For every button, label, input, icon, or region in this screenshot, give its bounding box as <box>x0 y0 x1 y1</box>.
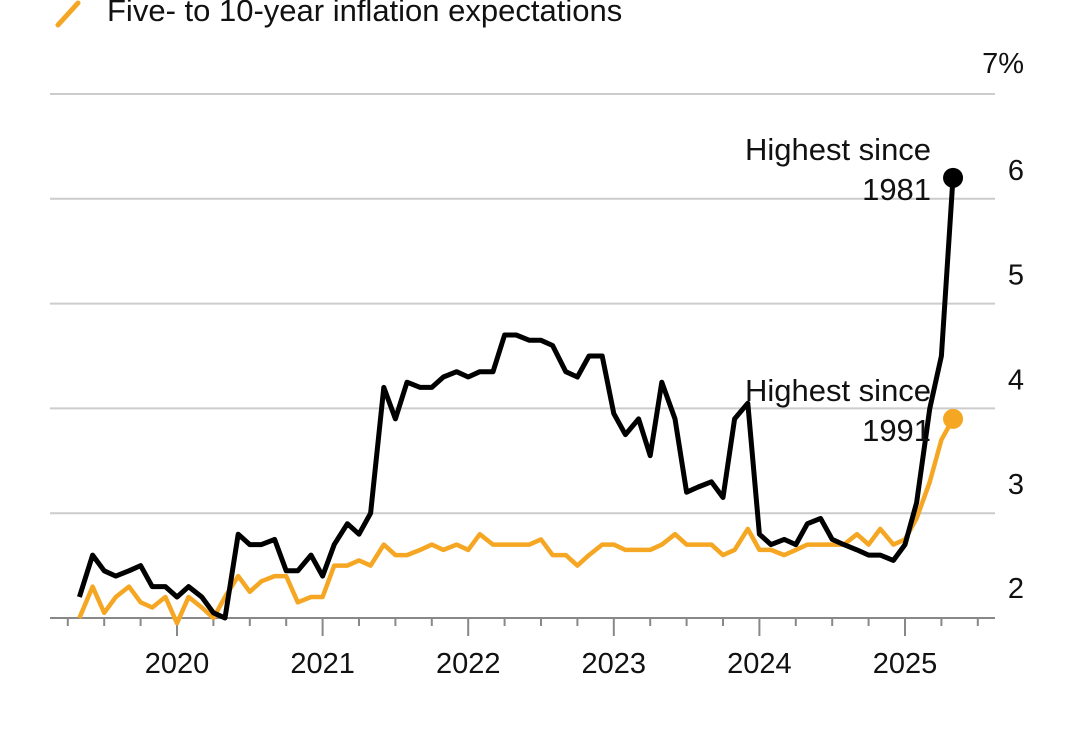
y-tick-label: 2 <box>1008 573 1024 605</box>
x-axis: 2020 2021 2022 2023 2024 2025 <box>50 617 995 680</box>
x-tick-label: 2021 <box>290 648 355 680</box>
y-tick-label: 4 <box>1008 364 1024 396</box>
annotation-line1: Highest since <box>745 132 931 167</box>
annotation-line2: 1981 <box>862 172 931 207</box>
legend-swatch-expectations <box>55 0 81 28</box>
legend: Five- to 10-year inflation expectations <box>55 0 622 28</box>
endpoint-dot <box>943 408 964 429</box>
series-line-black <box>77 177 956 621</box>
y-tick-label: 3 <box>1008 469 1024 501</box>
gridlines <box>50 93 995 515</box>
annotation-line2: 1991 <box>862 413 931 448</box>
series-lines <box>77 177 956 626</box>
series-line-orange <box>77 417 955 626</box>
y-tick-label: 5 <box>1008 260 1024 292</box>
x-tick-label: 2025 <box>873 648 938 680</box>
y-tick-label: 7% <box>982 48 1024 80</box>
x-tick-label: 2020 <box>145 648 210 680</box>
x-tick-label: 2024 <box>727 648 792 680</box>
legend-label-expectations: Five- to 10-year inflation expectations <box>107 0 622 28</box>
annotation-line1: Highest since <box>745 373 931 408</box>
annotations: Highest since 1981 Highest since 1991 <box>745 132 964 448</box>
y-axis: 2 3 4 5 6 7% <box>982 48 1024 605</box>
y-tick-label: 6 <box>1008 155 1024 187</box>
x-tick-label: 2023 <box>582 648 647 680</box>
x-tick-label: 2022 <box>436 648 501 680</box>
endpoint-dot <box>943 167 964 188</box>
